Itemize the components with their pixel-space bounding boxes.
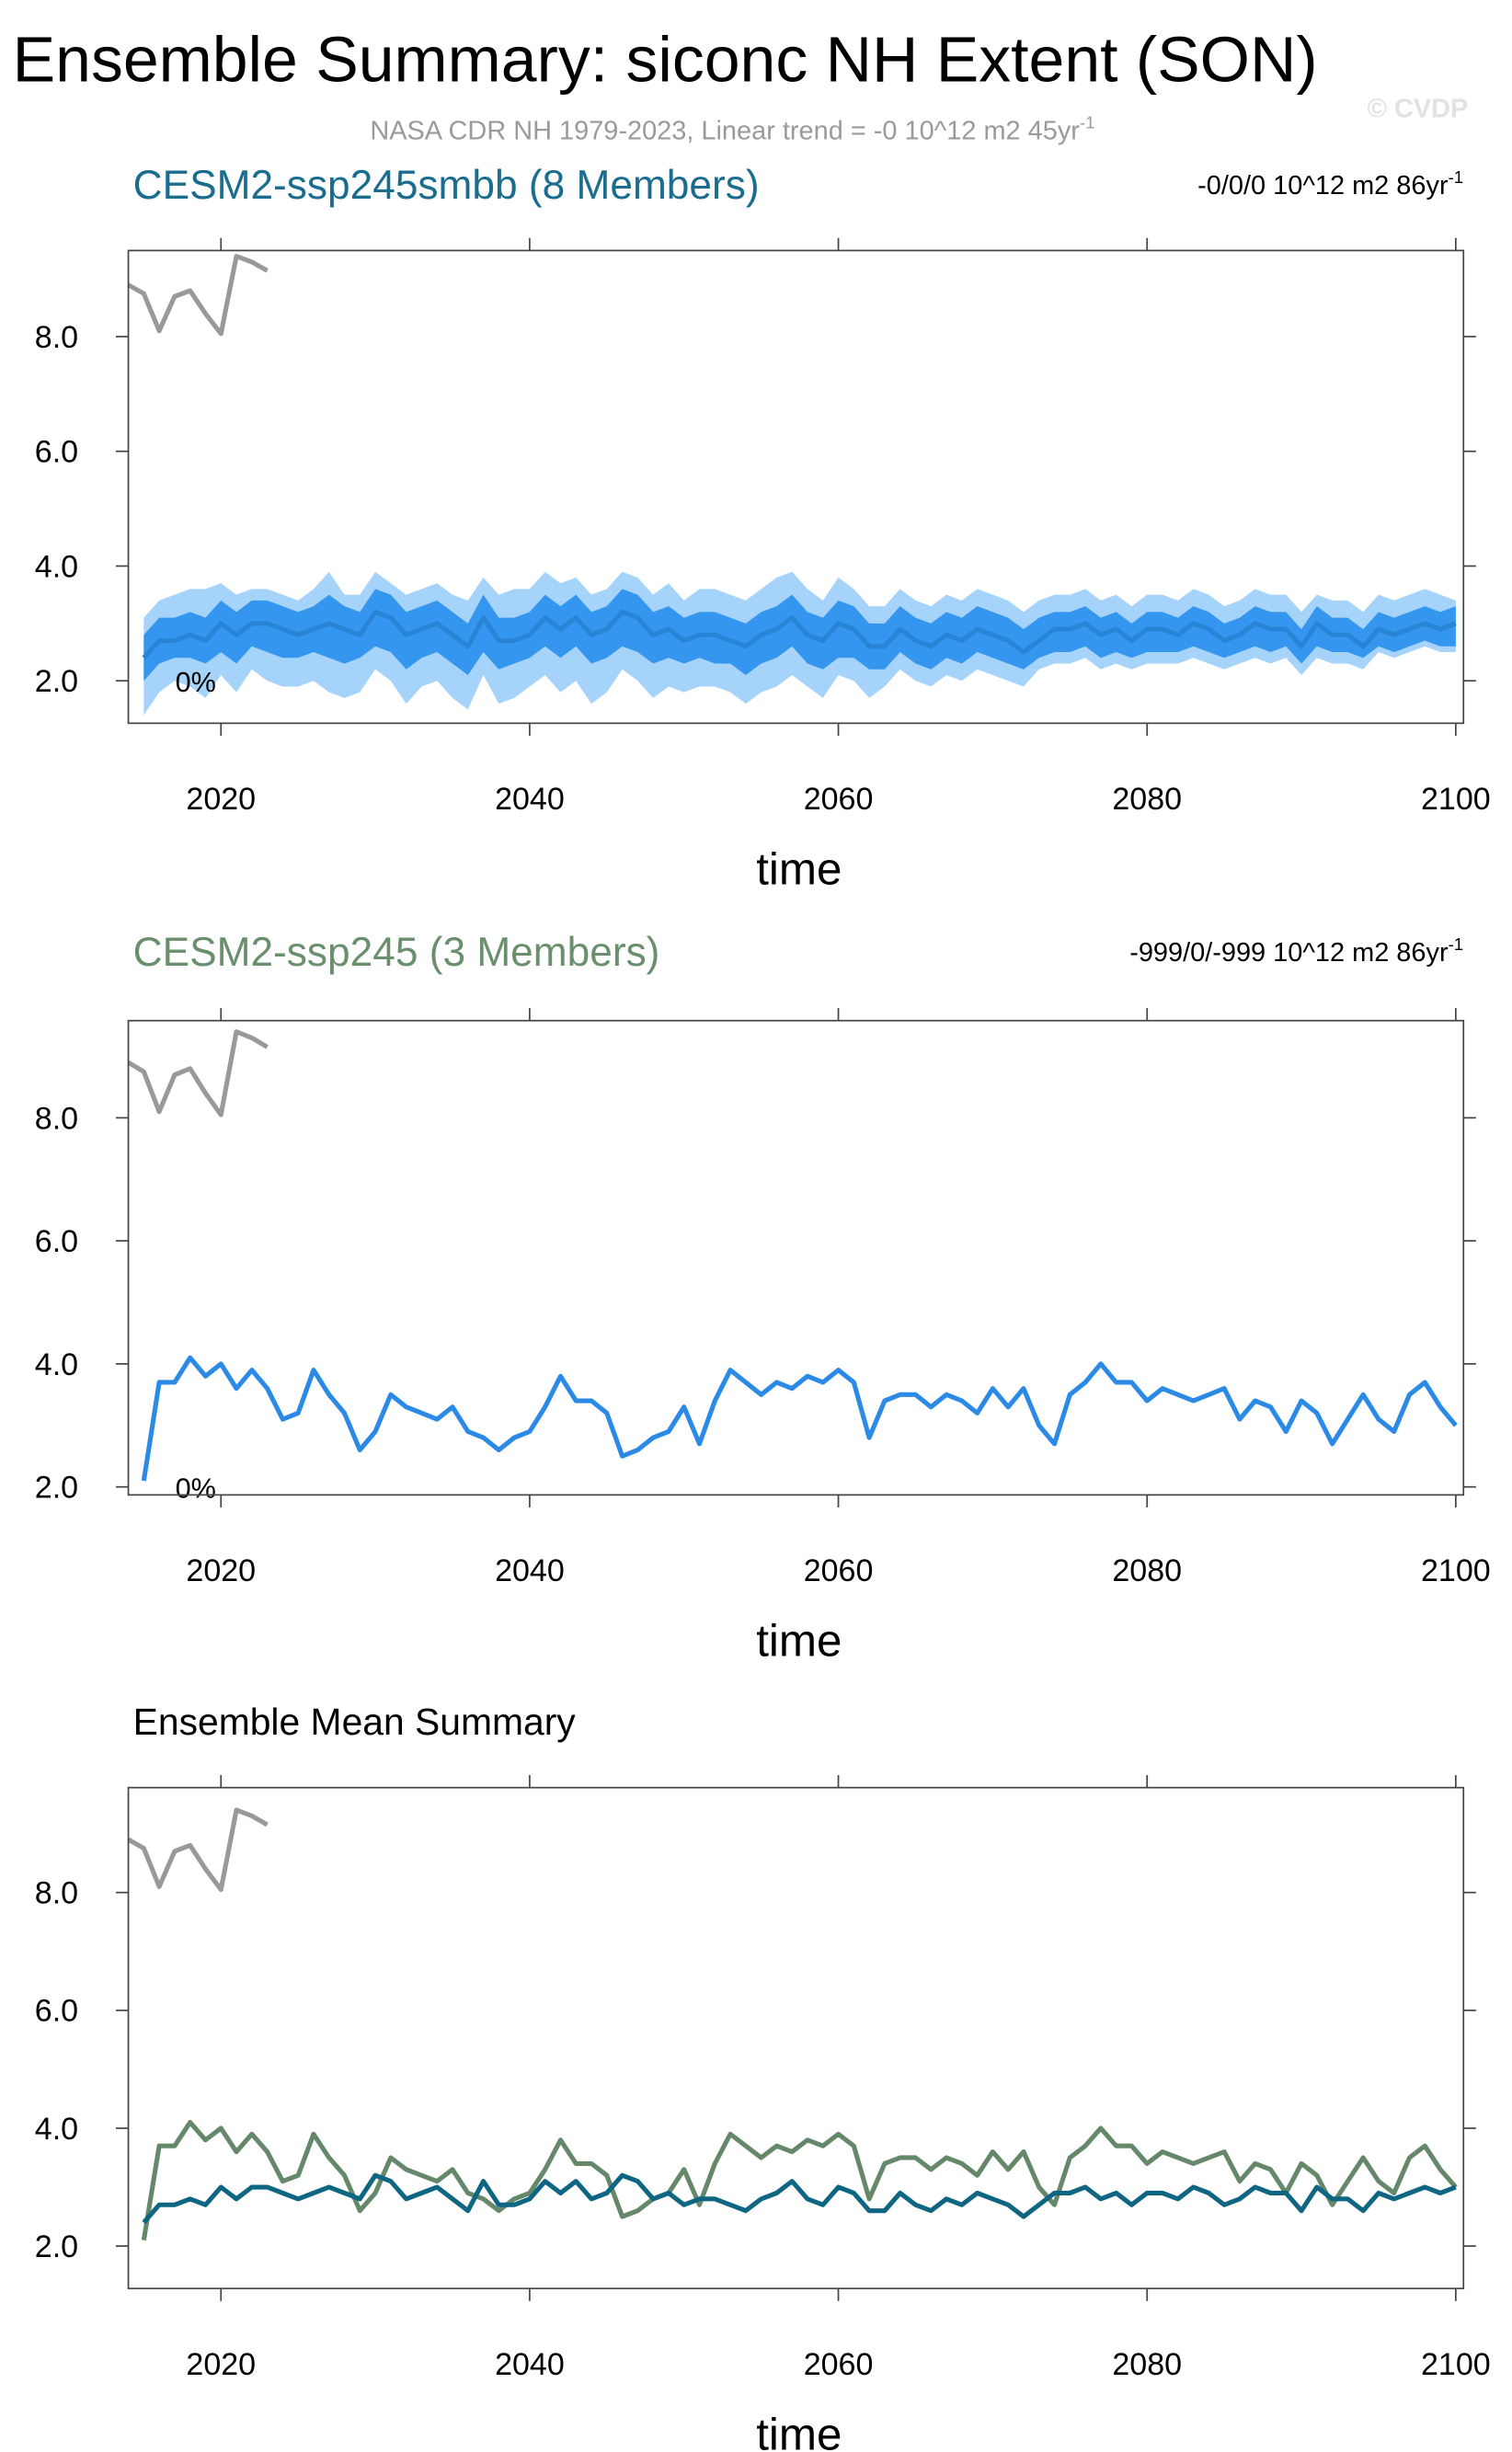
trend-text: -0/0/0 10^12 m2 86yr [1197,171,1449,201]
trend-label: -0/0/0 10^12 m2 86yr-1 [1197,167,1463,201]
series-line [142,609,1457,659]
x-tick-label: 2100 [1421,782,1491,817]
x-tick-label: 2040 [495,782,565,817]
x-tick-label: 2060 [804,782,874,817]
panel: CESM2-ssp245smbb (8 Members) -0/0/0 10^12… [35,163,1491,894]
panel-title: CESM2-ssp245 (3 Members) [133,930,660,975]
panel: Ensemble Mean Summary 2.0 4.0 6.0 8.0 2020 204… [35,1701,1491,2452]
panel-title: Ensemble Mean Summary [133,1701,577,1743]
y-tick-label: 8.0 [35,320,78,355]
x-tick-label: 2080 [1112,782,1182,817]
figure-subtitle: NASA CDR NH 1979-2023, Linear trend = -0… [370,113,1094,146]
y-tick-label: 2.0 [35,664,78,699]
y-tick-label: 8.0 [35,1101,78,1136]
x-tick-label: 2100 [1421,1553,1491,1588]
panel: CESM2-ssp245 (3 Members) -999/0/-999 10^1… [35,930,1491,1667]
figure-title: Ensemble Summary: siconc NH Extent (SON) [13,24,1318,96]
y-tick-label: 4.0 [35,549,78,584]
series-line [127,254,269,337]
annotation: 0% [176,1473,216,1505]
x-tick-label: 2020 [186,782,256,817]
x-tick-label: 2080 [1112,1553,1182,1588]
series-line [127,1029,269,1117]
trend-sup: -1 [1449,934,1464,954]
x-axis-label: time [756,844,842,895]
series-line [141,2120,1458,2241]
watermark: © CVDP [1368,95,1469,124]
x-tick-label: 2040 [495,1553,565,1588]
x-tick-label: 2020 [186,2347,256,2382]
series-line [142,2172,1457,2225]
y-tick-label: 6.0 [35,435,78,470]
x-axis-label: time [756,1616,842,1667]
y-tick-label: 8.0 [35,1876,78,1911]
y-tick-label: 2.0 [35,2229,78,2264]
plot-frame [127,249,1465,725]
x-tick-label: 2060 [804,1553,874,1588]
x-axis-label: time [756,2410,842,2452]
y-tick-label: 6.0 [35,1994,78,2029]
annotation: 0% [176,667,216,698]
plot-frame [127,1786,1465,2290]
y-tick-label: 2.0 [35,1471,78,1506]
panel-title: CESM2-ssp245smbb (8 Members) [133,163,760,208]
subtitle-text: NASA CDR NH 1979-2023, Linear trend = -0… [370,117,1080,146]
x-tick-label: 2040 [495,2347,565,2382]
trend-text: -999/0/-999 10^12 m2 86yr [1129,938,1449,968]
y-tick-label: 4.0 [35,1347,78,1382]
plot-frame [127,1019,1465,1496]
y-tick-label: 6.0 [35,1224,78,1259]
x-tick-label: 2080 [1112,2347,1182,2382]
x-tick-label: 2060 [804,2347,874,2382]
subtitle-sup: -1 [1080,113,1095,132]
x-tick-label: 2020 [186,1553,256,1588]
y-tick-label: 4.0 [35,2112,78,2147]
spread-band [143,589,1456,682]
trend-sup: -1 [1449,167,1464,187]
x-tick-label: 2100 [1421,2347,1491,2382]
series-line [141,1355,1458,1482]
series-line [127,1807,269,1893]
trend-label: -999/0/-999 10^12 m2 86yr-1 [1129,934,1463,968]
